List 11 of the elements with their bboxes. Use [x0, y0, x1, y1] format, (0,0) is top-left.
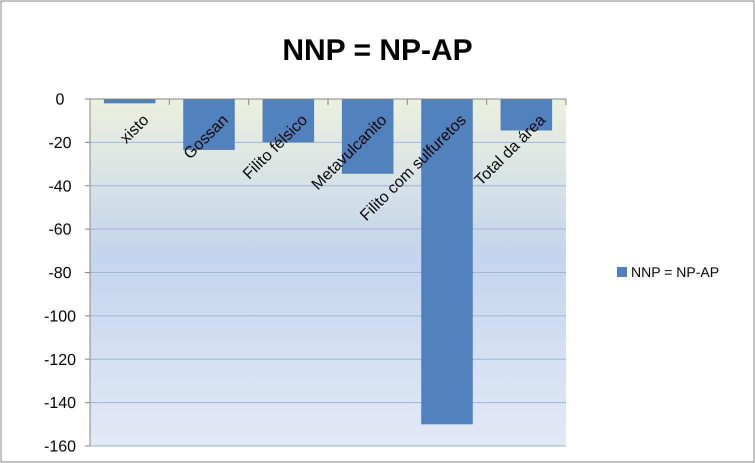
y-tick-label: -120 [44, 352, 76, 369]
y-tick-label: -100 [44, 308, 76, 326]
legend-label: NNP = NP-AP [631, 264, 720, 280]
y-tick-label: -140 [44, 395, 76, 412]
y-tick-label: -40 [48, 178, 72, 196]
y-tick-label: -160 [44, 438, 76, 456]
y-tick-label: 0 [56, 92, 65, 109]
chart-title: NNP = NP-AP [282, 34, 473, 67]
y-tick-label: -60 [48, 222, 72, 239]
y-tick-label: -80 [48, 265, 72, 282]
y-tick-label: -20 [48, 134, 72, 152]
